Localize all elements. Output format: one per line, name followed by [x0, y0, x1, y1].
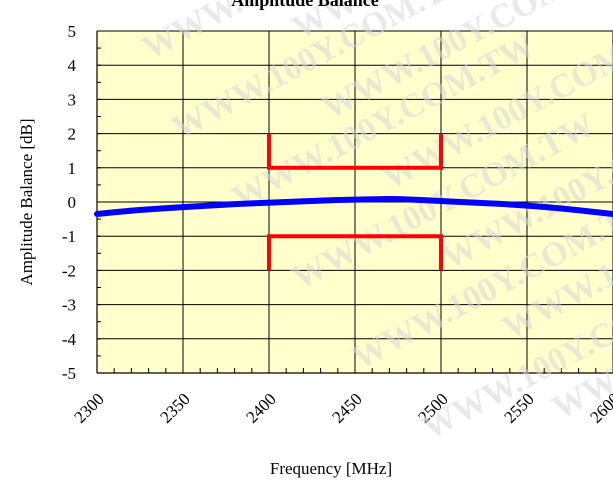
- y-axis-label: Amplitude Balance [dB]: [17, 118, 36, 285]
- y-tick-label: 2: [68, 125, 77, 144]
- limit-bracket: [267, 133, 443, 170]
- y-tick-label: 4: [68, 56, 77, 75]
- limit-bracket: [267, 234, 443, 271]
- series: [94, 196, 613, 217]
- x-tick-label: 2450: [328, 389, 365, 426]
- y-tick-label: -4: [62, 330, 77, 349]
- series-line: [94, 196, 613, 217]
- x-tick-label: 2350: [156, 389, 193, 426]
- y-tick-label: 3: [68, 90, 77, 109]
- x-axis-label: Frequency [MHz]: [270, 459, 392, 478]
- y-tick-labels: 5 4 3 2 1 0 -1 -2 -3 -4 -5: [62, 22, 77, 383]
- x-tick-label: 2400: [242, 389, 279, 426]
- minor-ticks: [96, 30, 613, 374]
- y-tick-label: 0: [68, 193, 77, 212]
- x-tick-label: 2300: [70, 389, 107, 426]
- chart-title: Amplitude Balance: [231, 0, 379, 10]
- y-tick-label: 1: [68, 159, 77, 178]
- y-tick-label: -1: [62, 227, 76, 246]
- y-tick-label: -3: [62, 296, 76, 315]
- y-tick-label: 5: [68, 22, 77, 41]
- limit-lines: [267, 133, 443, 271]
- y-tick-label: -2: [62, 261, 76, 280]
- y-tick-label: -5: [62, 364, 76, 383]
